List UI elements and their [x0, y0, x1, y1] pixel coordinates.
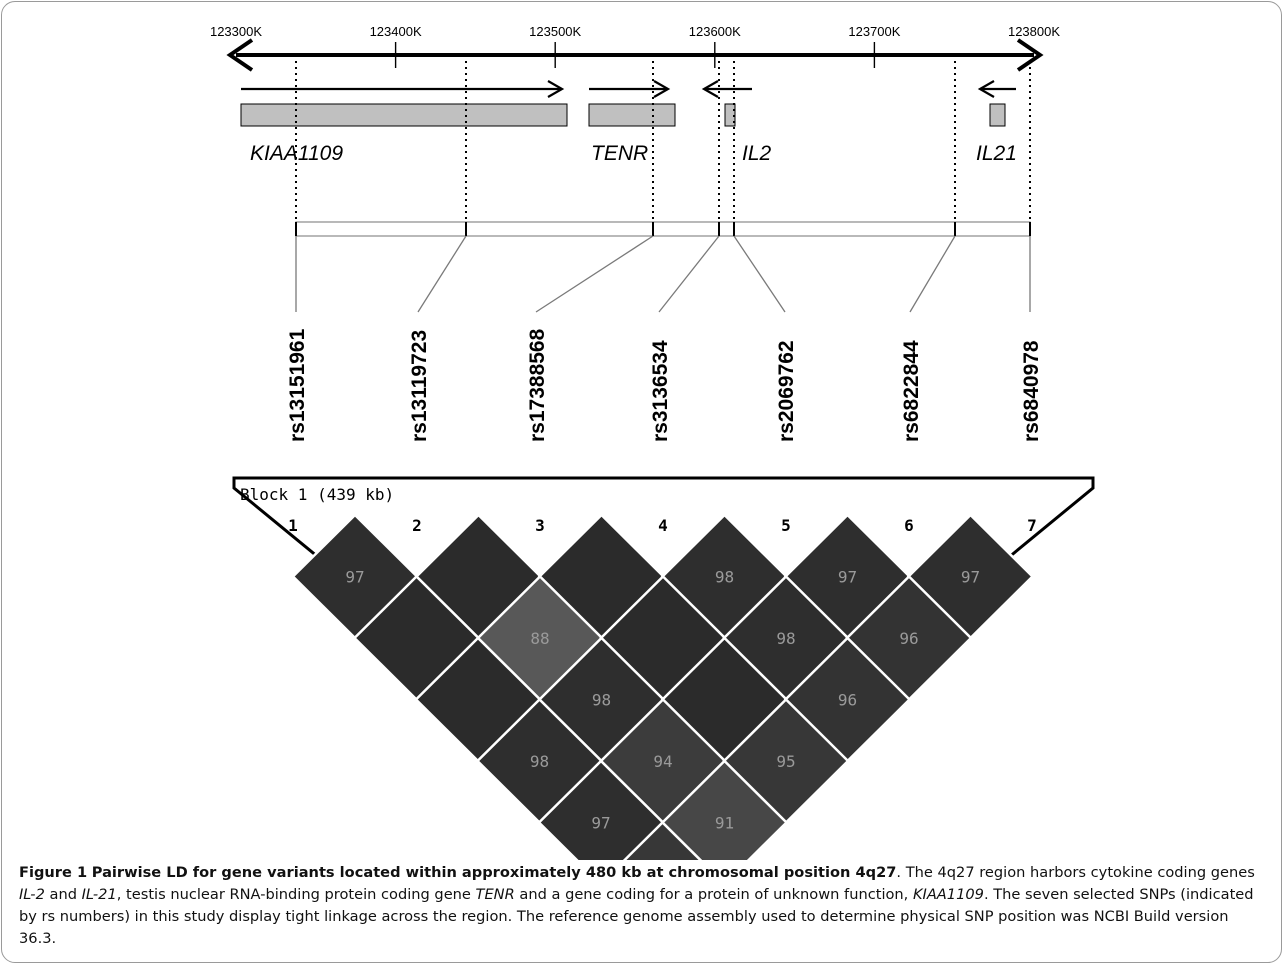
- snp-rs6822844: rs6822844: [900, 55, 956, 442]
- caption-text-4: and a gene coding for a protein of unkno…: [514, 886, 913, 903]
- caption-gene-kiaa1109: KIAA1109: [912, 886, 984, 903]
- caption-title: Pairwise LD for gene variants located wi…: [91, 864, 897, 881]
- ld-cell: 91: [660, 759, 789, 860]
- figure-caption: Figure 1 Pairwise LD for gene variants l…: [19, 862, 1269, 950]
- marker-number: 2: [412, 516, 422, 535]
- gene-il21: IL21: [976, 80, 1017, 165]
- snp-connector: [733, 235, 786, 313]
- snp-rs2069762: rs2069762: [733, 55, 798, 442]
- ld-cell-value: 94: [653, 752, 672, 771]
- ld-cell: 95: [622, 820, 703, 860]
- arrowhead-icon: [977, 80, 995, 98]
- marker-number: 5: [781, 516, 791, 535]
- ld-cell-value: 97: [838, 568, 857, 587]
- snp-rs17388568: rs17388568: [526, 55, 654, 442]
- gene-box: [240, 103, 568, 127]
- marker-number: 6: [904, 516, 914, 535]
- caption-label: Figure 1: [19, 864, 88, 881]
- caption-gene-tenr: TENR: [475, 886, 515, 903]
- snp-connector: [535, 235, 654, 313]
- ld-cell-value: 98: [776, 629, 795, 648]
- gene-il2: IL2: [701, 80, 772, 165]
- snp-position-bar: [295, 221, 1031, 237]
- snp-connector: [909, 235, 956, 313]
- ld-cell: 97: [537, 759, 665, 860]
- ld-cell-value: 98: [715, 568, 734, 587]
- ld-cell-diamond: [622, 820, 703, 860]
- gene-kiaa1109: KIAA1109: [240, 80, 568, 165]
- ld-cell-value: 88: [530, 629, 549, 648]
- snp-label: rs13151961: [286, 328, 309, 442]
- axis-tick-label: 123400K: [370, 24, 422, 39]
- ld-cell-value: 96: [899, 629, 918, 648]
- ld-cell-value: 98: [592, 691, 611, 710]
- marker-number: 4: [658, 516, 668, 535]
- snp-label: rs6840978: [1020, 340, 1043, 442]
- snp-rs13151961: rs13151961: [286, 55, 309, 442]
- ld-cell-value: 97: [591, 814, 610, 833]
- snp-label: rs3136534: [649, 340, 672, 442]
- ld-cell-diamond: [537, 759, 665, 860]
- gene-label: IL21: [976, 142, 1017, 165]
- ld-cell-diamond: [660, 759, 789, 860]
- ld-plot: Block 1 (439 kb) 1 2 3 4 5 6 7 97 98 97 97 88 98 96 9…: [232, 476, 1095, 860]
- snp-label: rs13119723: [408, 330, 431, 442]
- ld-cell-value: 97: [961, 568, 980, 587]
- axis-arrow-right: [1016, 38, 1044, 72]
- axis-tick-label: 123500K: [529, 24, 581, 39]
- marker-number: 1: [288, 516, 298, 535]
- marker-number: 3: [535, 516, 545, 535]
- ld-cell-value: 97: [345, 568, 364, 587]
- ld-cell-value: 96: [838, 691, 857, 710]
- snp-rs3136534: rs3136534: [649, 55, 720, 442]
- snp-label: rs17388568: [526, 328, 549, 442]
- caption-text-1: . The 4q27 region harbors cytokine codin…: [896, 864, 1255, 881]
- snp-rs13119723: rs13119723: [408, 55, 467, 442]
- ld-figure: 123300K 123400K 123500K 123600K 123700K 12380…: [210, 24, 1095, 860]
- marker-number: 7: [1027, 516, 1037, 535]
- arrowhead-icon: [547, 80, 565, 98]
- arrowhead-icon: [653, 80, 671, 98]
- snp-connector: [658, 235, 720, 313]
- gene-box: [989, 103, 1006, 127]
- ld-cell-value: 91: [715, 814, 734, 833]
- axis-arrow-left: [226, 38, 254, 72]
- ld-block-title: Block 1 (439 kb): [240, 485, 394, 504]
- caption-gene-il2: IL-2: [19, 886, 45, 903]
- caption-gene-il21: IL-21: [81, 886, 117, 903]
- caption-text-5: . The seven selected SNPs (indicated by …: [19, 886, 1254, 947]
- axis-tick-label: 123300K: [210, 24, 262, 39]
- axis-tick-label: 123800K: [1008, 24, 1060, 39]
- snp-rs6840978: rs6840978: [1020, 55, 1043, 442]
- caption-text-2: and: [44, 886, 82, 903]
- snp-label: rs2069762: [775, 340, 798, 442]
- snp-track: rs13151961 rs13119723 rs17388568 rs3136534 r…: [286, 55, 1043, 442]
- caption-text-3: , testis nuclear RNA-binding protein cod…: [116, 886, 476, 903]
- gene-label: IL2: [742, 142, 772, 165]
- snp-connector: [417, 235, 467, 313]
- gene-tenr: TENR: [588, 80, 676, 165]
- arrowhead-icon: [701, 80, 719, 98]
- snp-label: rs6822844: [900, 340, 923, 442]
- axis-tick-label: 123600K: [689, 24, 741, 39]
- gene-label: TENR: [591, 142, 648, 165]
- gene-label: KIAA1109: [250, 142, 343, 165]
- ld-cell-value: 98: [530, 752, 549, 771]
- gene-box: [588, 103, 676, 127]
- chromosome-axis: 123300K 123400K 123500K 123600K 123700K 12380…: [210, 24, 1060, 72]
- axis-tick-label: 123700K: [848, 24, 900, 39]
- ld-cell-value: 95: [776, 752, 795, 771]
- gene-track: KIAA1109 TENR IL2 IL21: [240, 80, 1017, 165]
